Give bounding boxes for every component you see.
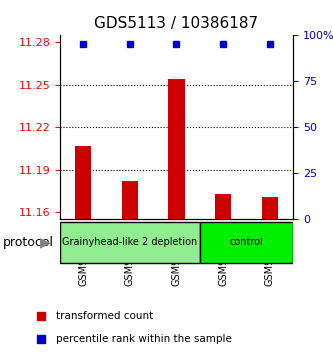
FancyBboxPatch shape (60, 222, 200, 263)
Text: transformed count: transformed count (56, 311, 153, 321)
Text: ▶: ▶ (40, 235, 50, 250)
Bar (215, 194, 231, 219)
Text: Grainyhead-like 2 depletion: Grainyhead-like 2 depletion (62, 238, 197, 247)
Text: control: control (229, 238, 263, 247)
Text: GDS5113 / 10386187: GDS5113 / 10386187 (95, 16, 258, 30)
FancyBboxPatch shape (200, 222, 293, 263)
Bar (75, 146, 91, 219)
Text: protocol: protocol (3, 236, 54, 249)
Bar (262, 197, 278, 219)
Text: percentile rank within the sample: percentile rank within the sample (56, 334, 231, 344)
Bar (122, 181, 138, 219)
Bar (168, 79, 184, 219)
